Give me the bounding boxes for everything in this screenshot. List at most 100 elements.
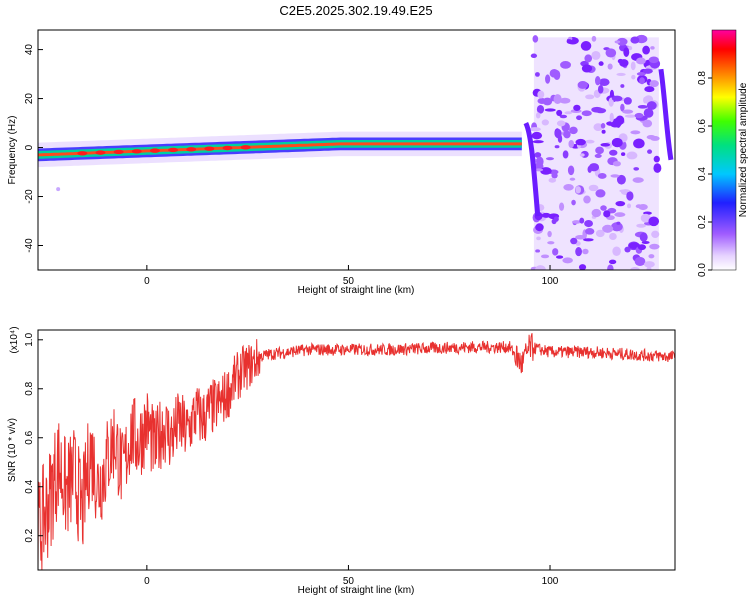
x-tick-label: 50 <box>343 576 355 587</box>
left-edge-spot <box>56 187 61 192</box>
noise-blob <box>556 120 566 127</box>
noise-blob <box>631 74 636 80</box>
noise-blob <box>575 138 586 146</box>
noise-blob <box>552 248 559 256</box>
noise-blob <box>648 254 655 259</box>
noise-blob <box>609 89 615 99</box>
noise-blob <box>612 246 621 256</box>
noise-blob <box>537 90 545 99</box>
ridge-hotspot <box>204 146 215 151</box>
noise-blob <box>588 184 599 192</box>
chart-title: C2E5.2025.302.19.49.E25 <box>279 3 432 18</box>
noise-blob <box>616 174 626 185</box>
noise-blob <box>634 112 644 119</box>
noise-blob <box>580 41 592 51</box>
noise-blob <box>529 127 541 132</box>
noise-blob <box>562 257 573 264</box>
noise-blob <box>642 45 650 55</box>
y-tick-label: -20 <box>24 189 35 204</box>
noise-blob <box>547 230 552 238</box>
ridge-hotspot <box>149 148 160 153</box>
noise-blob <box>619 189 631 193</box>
noise-blob <box>583 195 591 204</box>
noise-blob <box>624 246 631 253</box>
noise-blob <box>595 229 605 238</box>
spectrum-frame <box>37 29 676 271</box>
noise-blob <box>573 104 581 111</box>
noise-blob <box>568 139 575 149</box>
spectrum-y-ticks: -40 -20 0 20 40 <box>24 44 43 253</box>
noise-blob <box>585 94 595 100</box>
colorbar-frame <box>711 29 737 271</box>
noise-blob <box>616 221 621 225</box>
noise-blob <box>607 264 614 270</box>
noise-blob <box>591 208 602 218</box>
noise-blob <box>584 54 593 63</box>
noise-blob <box>575 235 586 240</box>
noise-blob <box>609 149 618 156</box>
noise-blob <box>564 111 573 115</box>
noise-blobs <box>529 34 662 270</box>
noise-blob <box>644 86 655 93</box>
noise-blob <box>616 37 628 46</box>
noise-blob <box>623 97 632 105</box>
noise-blob <box>556 255 564 259</box>
ridge-hotspot <box>95 150 106 155</box>
noise-blob <box>532 140 544 144</box>
noise-blob <box>651 230 660 239</box>
noise-blob <box>562 150 569 159</box>
noise-blob <box>554 145 560 149</box>
noise-blob <box>649 243 660 250</box>
edge-echo-left <box>523 121 541 217</box>
noise-blob <box>563 184 574 191</box>
noise-blob <box>623 47 630 57</box>
x-tick-label: 0 <box>144 276 150 287</box>
ridge-hotspot <box>77 151 88 156</box>
snr-y-scale-label: (x10⁴) <box>9 326 20 353</box>
noise-blob <box>610 174 620 178</box>
noise-blob <box>593 123 603 132</box>
noise-blob <box>630 130 641 135</box>
noise-blob <box>554 128 562 139</box>
snr-frame <box>37 329 676 571</box>
noise-blob <box>626 191 634 201</box>
x-tick-label: 0 <box>144 576 150 587</box>
noise-blob <box>559 97 571 104</box>
noise-blob <box>648 56 659 64</box>
y-tick-label: 0.2 <box>24 528 35 542</box>
noise-blob <box>530 53 538 59</box>
spectrum-x-label: Height of straight line (km) <box>298 285 415 296</box>
noise-blob <box>556 109 563 117</box>
noise-blob <box>620 103 625 112</box>
noise-blob <box>541 119 549 126</box>
noise-blob <box>536 105 545 114</box>
y-tick-label: -40 <box>24 238 35 253</box>
noise-blob <box>579 153 585 157</box>
noise-blob <box>575 246 582 257</box>
noise-blob <box>567 165 575 176</box>
noise-blob <box>591 35 597 42</box>
noise-blob <box>597 173 607 179</box>
noise-blob <box>536 156 544 167</box>
noise-blob <box>571 220 582 224</box>
noise-blob <box>595 189 606 198</box>
noise-blob <box>598 78 610 87</box>
noise-blob <box>571 199 576 206</box>
ridge-hotspot <box>186 147 197 152</box>
noise-blob <box>540 254 550 259</box>
noise-blob <box>585 228 595 235</box>
spectrum-plot-area <box>38 34 674 270</box>
noise-blob <box>636 57 646 65</box>
noise-blob <box>563 130 571 139</box>
noise-blob <box>639 232 648 242</box>
noise-blob <box>584 220 593 228</box>
noise-blob <box>646 266 652 270</box>
noise-blob <box>649 80 659 88</box>
noise-blob <box>621 152 626 156</box>
noise-blob <box>534 72 540 77</box>
snr-y-label: SNR (10 * v/v) <box>7 418 18 482</box>
noise-blob <box>560 61 572 69</box>
noise-blob <box>650 46 655 50</box>
noise-blob <box>535 223 544 232</box>
spectrum-y-label: Frequency (Hz) <box>7 116 18 185</box>
